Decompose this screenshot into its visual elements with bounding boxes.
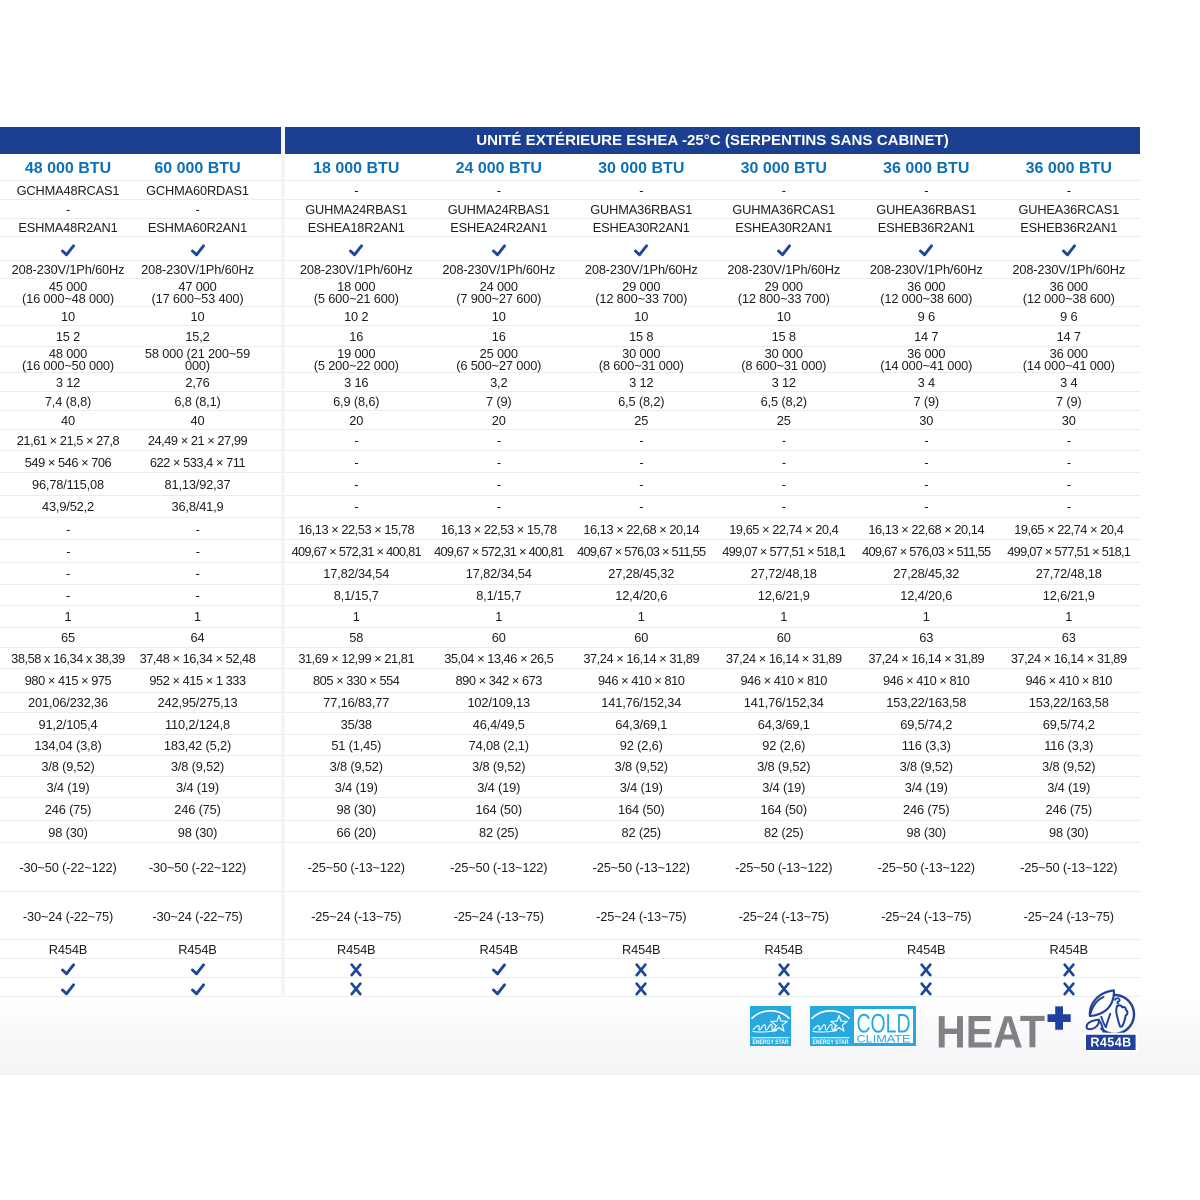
svg-text:COLD: COLD [857, 1009, 911, 1039]
svg-text:CLIMATE: CLIMATE [857, 1033, 911, 1045]
svg-text:ENERGY STAR: ENERGY STAR [753, 1040, 790, 1046]
svg-text:HEAT: HEAT [936, 1007, 1045, 1058]
svg-text:ENERGY STAR: ENERGY STAR [813, 1040, 850, 1046]
svg-text:R454B: R454B [1090, 1036, 1131, 1050]
